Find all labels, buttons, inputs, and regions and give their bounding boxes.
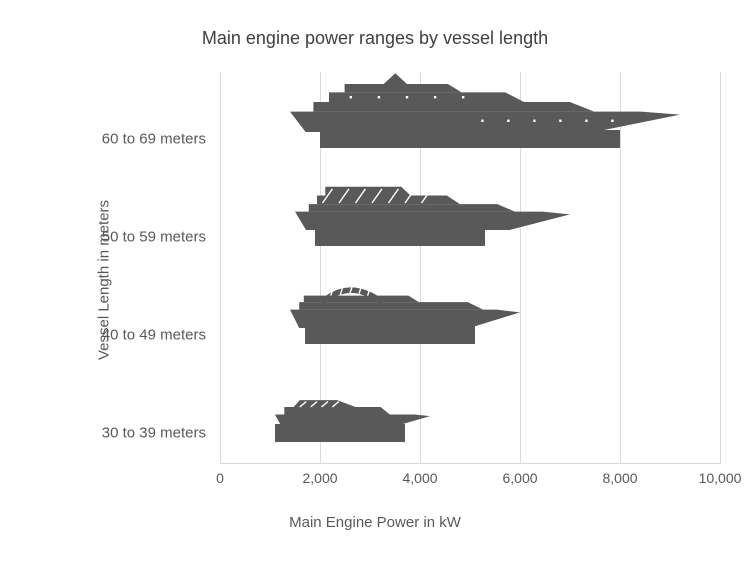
- range-bar: [320, 130, 620, 148]
- category-label: 40 to 49 meters: [102, 326, 206, 343]
- category-label: 30 to 39 meters: [102, 424, 206, 441]
- x-axis-line: [220, 463, 720, 464]
- gridline: [220, 72, 221, 464]
- chart-title: Main engine power ranges by vessel lengt…: [0, 28, 750, 49]
- x-tick-label: 4,000: [402, 470, 437, 486]
- engine-power-chart: Main engine power ranges by vessel lengt…: [0, 0, 750, 565]
- x-tick-label: 0: [216, 470, 224, 486]
- x-tick-label: 6,000: [502, 470, 537, 486]
- yacht-icon: [295, 176, 570, 230]
- category-label: 50 to 59 meters: [102, 228, 206, 245]
- plot-area: 02,0004,0006,0008,00010,00060 to 69 mete…: [220, 72, 720, 464]
- range-bar: [275, 424, 405, 442]
- gridline: [720, 72, 721, 464]
- yacht-icon: [290, 72, 680, 132]
- x-axis-title: Main Engine Power in kW: [0, 514, 750, 531]
- x-tick-label: 10,000: [699, 470, 742, 486]
- range-bar: [315, 228, 485, 246]
- yacht-icon: [275, 392, 430, 426]
- category-label: 60 to 69 meters: [102, 130, 206, 147]
- yacht-icon: [290, 274, 520, 328]
- range-bar: [305, 326, 475, 344]
- x-tick-label: 8,000: [602, 470, 637, 486]
- x-tick-label: 2,000: [302, 470, 337, 486]
